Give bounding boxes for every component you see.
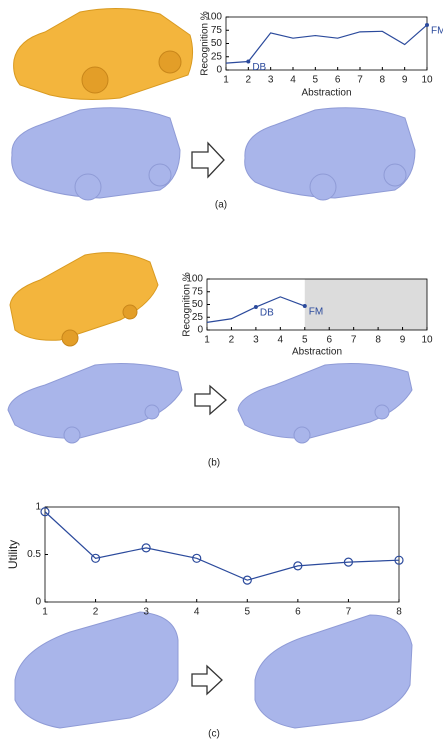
x-tick-label: 4 [194,607,200,618]
x-tick-label: 2 [229,335,235,346]
x-tick-label: 2 [246,75,252,86]
y-tick-label: 25 [211,51,223,62]
x-tick-label: 3 [253,335,259,346]
y-tick-label: 0 [35,597,41,608]
caption: (a) [215,200,227,211]
annotation-point [303,304,307,308]
y-tick-label: 0 [216,65,222,76]
y-tick-label: 75 [192,286,204,297]
data-line [207,297,305,323]
x-tick-label: 8 [396,607,402,618]
annotation-point [425,23,429,27]
y-tick-label: 0 [197,325,203,336]
y-axis-label: Recognition % [182,272,193,337]
x-tick-label: 3 [268,75,274,86]
x-axis-label: Abstraction [292,347,342,358]
annotation-point [246,60,250,64]
annotation: DB [252,62,266,73]
data-line [45,512,399,580]
x-tick-label: 9 [400,335,406,346]
y-axis-label: Utility [6,540,20,569]
x-tick-label: 3 [143,607,149,618]
x-tick-label: 8 [375,335,381,346]
y-tick-label: 0.5 [27,549,41,560]
x-axis-label: Abstraction [301,88,351,99]
figure: (a) (b) (c) 025507510012345678910Abstrac… [0,0,443,742]
y-tick-label: 50 [192,299,204,310]
annotation: FM [431,26,443,37]
caption: (c) [208,729,220,740]
shaded-region [305,279,427,330]
annotation-point [254,305,258,309]
annotation: FM [309,307,323,318]
x-tick-label: 10 [421,75,433,86]
data-line [226,25,427,63]
x-tick-label: 8 [380,75,386,86]
caption: (b) [208,458,220,469]
x-tick-label: 6 [335,75,341,86]
x-tick-label: 5 [313,75,319,86]
car-images-c [15,612,412,728]
x-tick-label: 1 [223,75,229,86]
x-tick-label: 9 [402,75,408,86]
x-tick-label: 4 [278,335,284,346]
x-tick-label: 6 [326,335,332,346]
x-tick-label: 1 [42,607,48,618]
x-tick-label: 5 [245,607,251,618]
x-tick-label: 7 [357,75,363,86]
x-tick-label: 5 [302,335,308,346]
y-tick-label: 75 [211,25,223,36]
x-tick-label: 10 [421,335,433,346]
x-tick-label: 7 [351,335,357,346]
y-tick-label: 50 [211,38,223,49]
x-tick-label: 6 [295,607,301,618]
x-tick-label: 1 [204,335,210,346]
x-tick-label: 7 [346,607,352,618]
y-axis-label: Recognition % [200,11,211,76]
y-tick-label: 25 [192,312,204,323]
x-tick-label: 4 [290,75,296,86]
annotation: DB [260,308,274,319]
x-tick-label: 2 [93,607,99,618]
